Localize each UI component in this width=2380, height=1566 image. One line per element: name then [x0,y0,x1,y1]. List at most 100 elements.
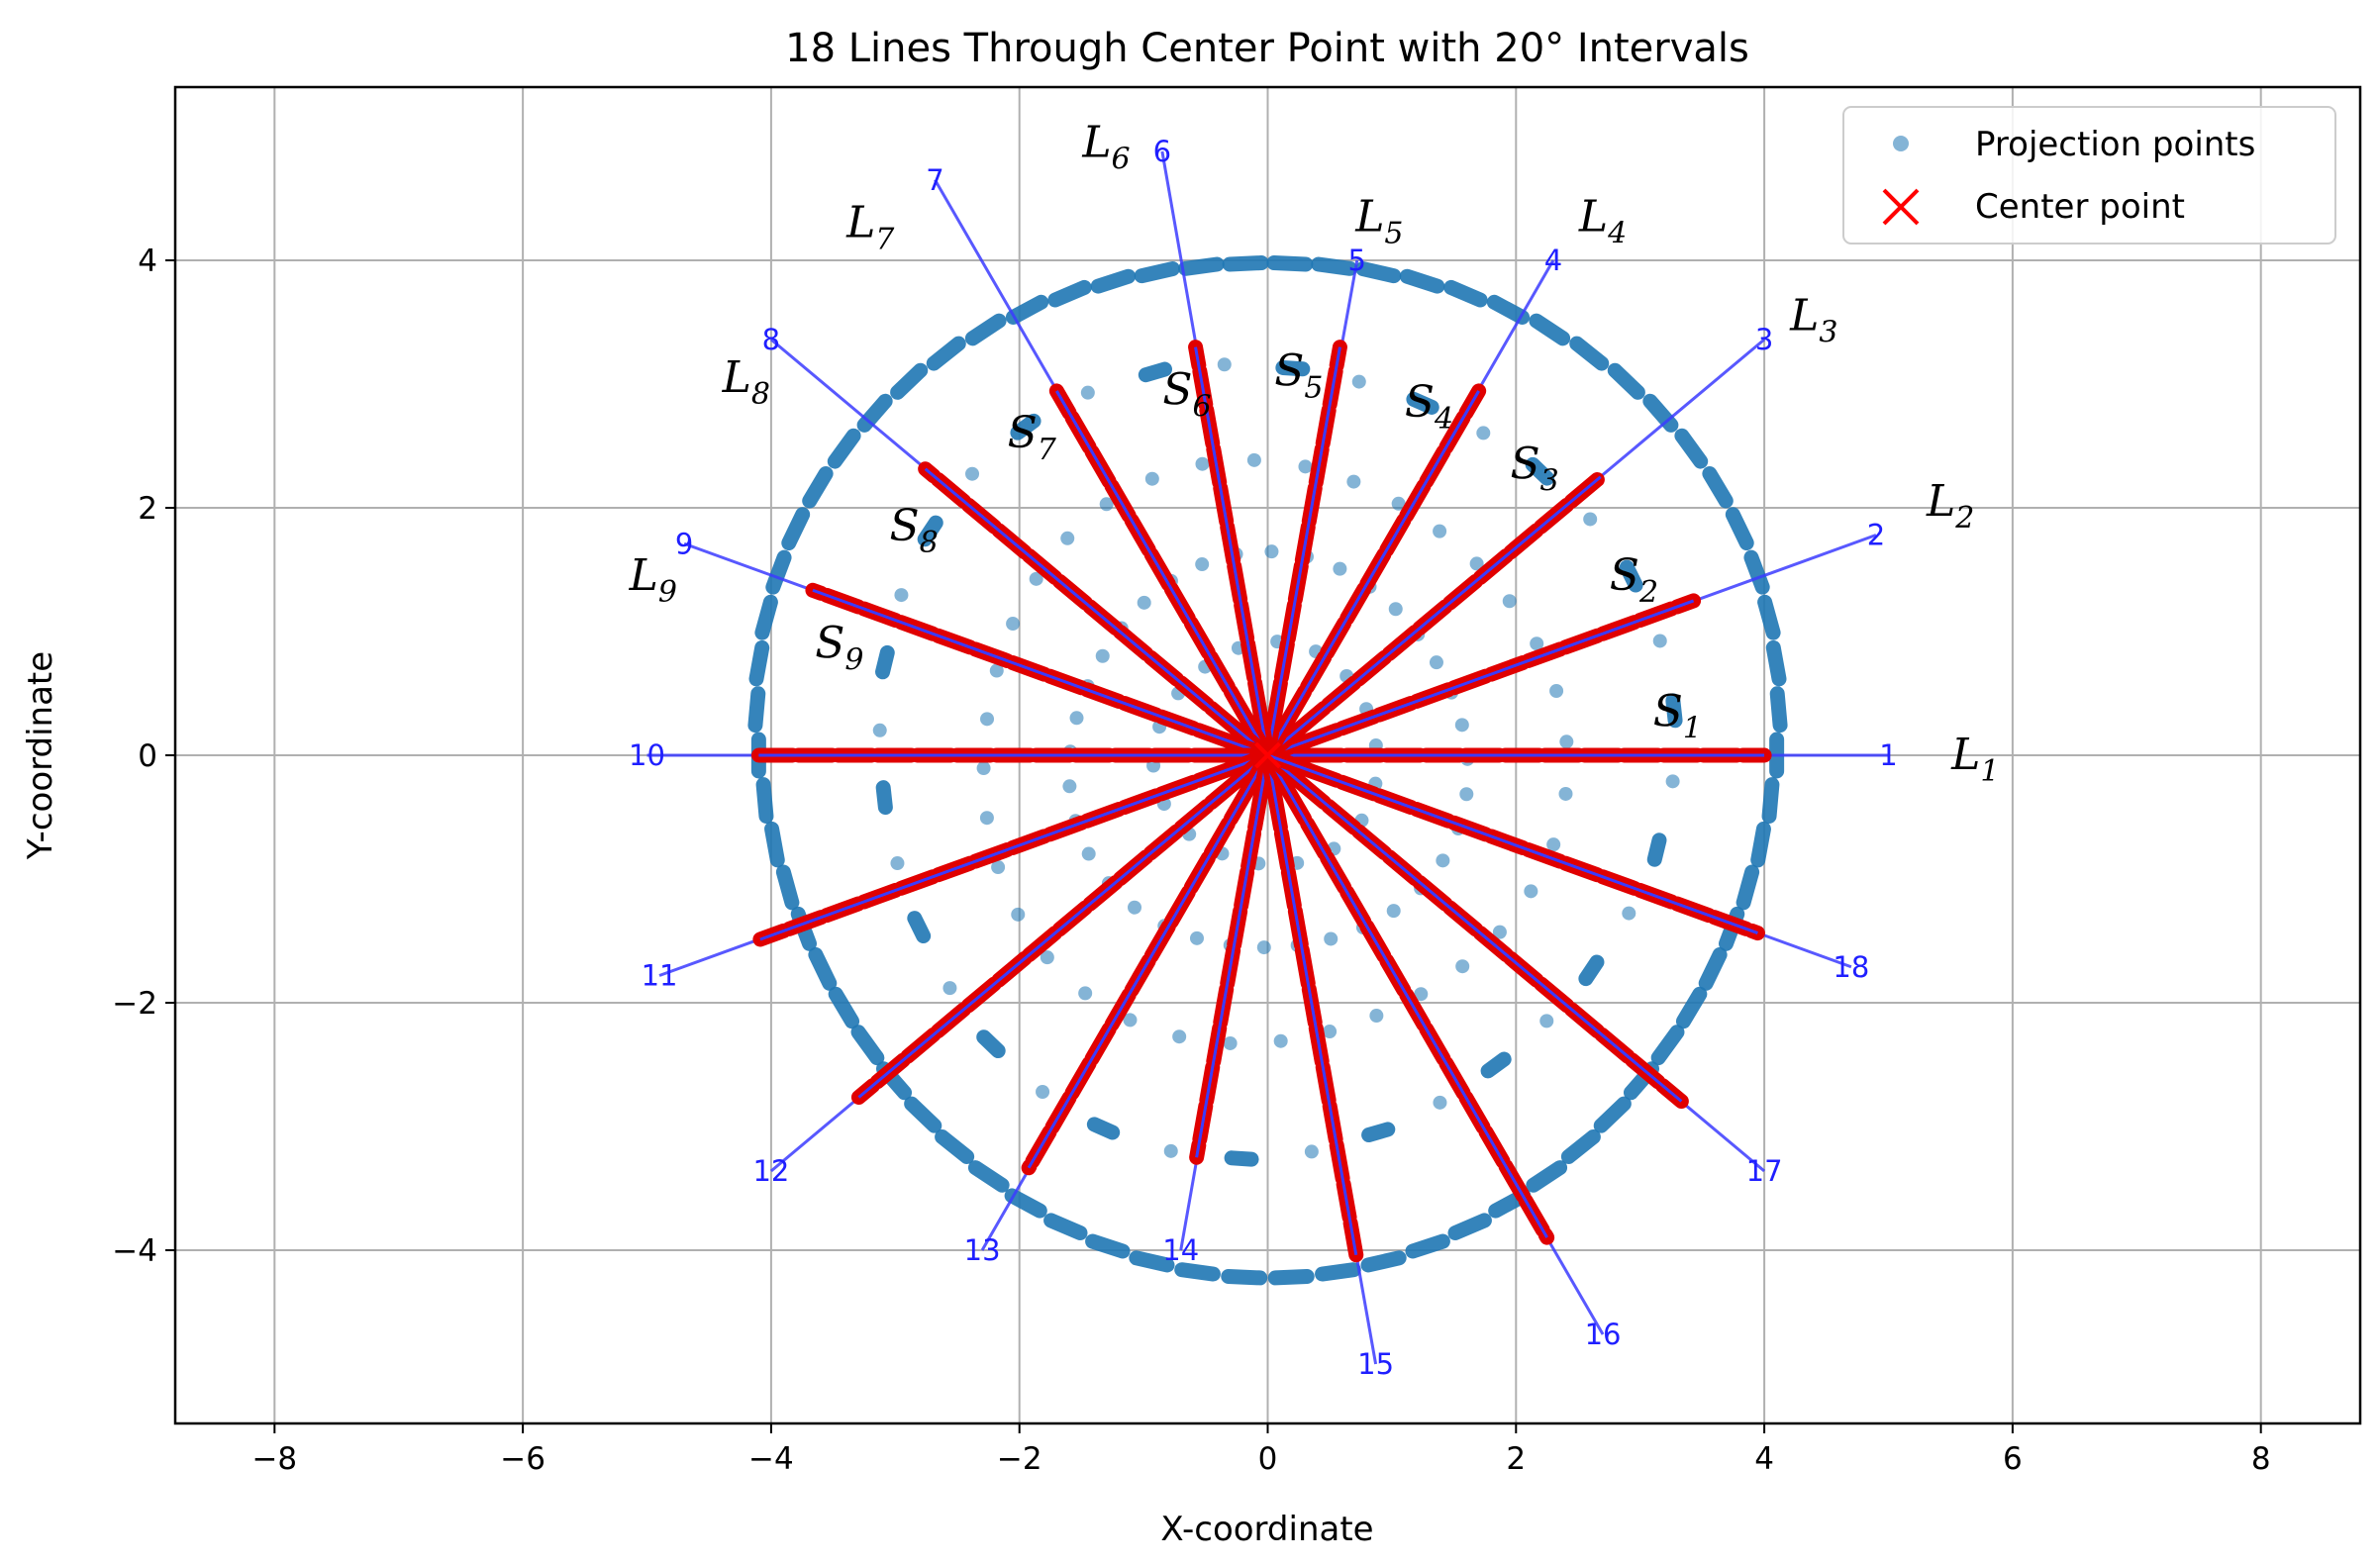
line-number-label: 16 [1585,1318,1622,1351]
projection-point [1264,544,1279,559]
projection-point [965,466,980,481]
projection-point [1539,1014,1554,1028]
line-number-label: 8 [762,323,780,356]
segment-core [1266,753,1758,934]
projection-point [1043,1213,1088,1241]
x-tick-label: −8 [251,1441,297,1477]
x-tick-label: −4 [748,1441,794,1477]
segment-annotation: S1 [1653,686,1702,745]
projection-point [1765,639,1787,687]
projection-point [1080,385,1095,400]
projection-point [1010,413,1041,440]
projection-point [942,981,957,996]
projection-point [1005,294,1049,325]
projection-point [1128,900,1142,915]
projection-point [1172,1029,1187,1044]
x-tick-label: −2 [997,1441,1042,1477]
projection-point [775,864,800,911]
projection-point [828,986,860,1029]
segment-core [924,467,1269,757]
projection-point [1619,559,1643,593]
segment-core [857,753,1269,1099]
projection-point [1195,456,1210,471]
line-annotation: L3 [1789,290,1837,349]
projection-point [1086,1117,1121,1140]
projection-point [872,723,887,737]
projection-point [1406,391,1439,415]
line-annotation: L5 [1354,191,1403,250]
projection-point [1004,1188,1047,1219]
line-annotation: L8 [722,352,770,412]
projection-point [1502,594,1517,609]
segment-core [1027,754,1269,1169]
projection-point [1433,524,1447,538]
projection-point [808,946,838,991]
x-tick-label: 8 [2251,1441,2271,1477]
projection-point [1189,930,1204,945]
projection-point [1195,557,1210,572]
projection-point [1123,1013,1138,1028]
projection-point [781,507,811,551]
line-number-label: 17 [1746,1154,1783,1188]
projection-point [1593,1096,1632,1133]
projection-point [754,594,778,640]
projection-point [1757,594,1781,640]
y-tick-label: 4 [138,244,157,279]
projection-point [1454,718,1469,733]
projection-point [1266,255,1314,272]
x-tick-label: −6 [500,1441,545,1477]
projection-point [1275,359,1311,377]
projection-point [1391,496,1406,511]
projection-point [1525,456,1555,486]
projection-point [1578,954,1605,987]
projection-point [1414,987,1429,1002]
projection-point [976,761,991,776]
legend-box [1842,106,2336,245]
center-point [1254,741,1281,769]
y-axis-label: Y-coordinate [21,651,60,860]
line-number-label: 9 [675,527,693,560]
projection-point [964,313,1007,346]
projection-point [765,549,792,595]
segment-core [1266,753,1683,1103]
projection-point [980,712,995,727]
projection-point [1324,931,1339,946]
projection-point [890,856,905,871]
projection-point [1144,471,1159,486]
line-number-label: 7 [926,163,943,197]
legend-projection-marker [1893,136,1909,151]
segment-core [1266,390,1480,756]
projection-point [1399,268,1445,294]
projection-point [875,780,893,816]
segment-core [759,753,1269,941]
projection-point [1698,946,1728,991]
x-tick-label: 6 [2003,1441,2023,1477]
x-axis-label: X-coordinate [1160,1510,1373,1549]
segment-core [1195,754,1269,1158]
projection-point [904,1096,942,1133]
chart-title: 18 Lines Through Center Point with 20° I… [785,26,1749,71]
projection-point [1222,255,1269,272]
projection-point [1223,1035,1238,1050]
projection-point [1360,1250,1407,1273]
projection-point [764,821,785,868]
line-annotation: L7 [845,198,895,257]
segment-core [812,588,1269,757]
line-number-label: 18 [1833,950,1869,984]
y-tick-label: 2 [138,491,157,527]
projection-point [1558,786,1573,801]
projection-point [1047,279,1092,308]
projection-point [1134,261,1180,284]
segment-annotation: S9 [815,619,863,678]
projection-point [1099,497,1114,512]
projection-point [1178,256,1225,276]
projection-point [991,860,1006,875]
annotations: L1 L2 L3 L4 L5 L6 L7 L8 L9 S1 S2 S3 S4 S5 S6 S7 S8 S9 [629,117,2000,789]
projection-point [1060,531,1075,545]
projection-point [1267,1268,1315,1286]
y-tick-label: −4 [112,1233,157,1269]
projection-point [1405,1233,1450,1259]
projection-point [1298,459,1313,474]
projection-point [1735,864,1760,911]
